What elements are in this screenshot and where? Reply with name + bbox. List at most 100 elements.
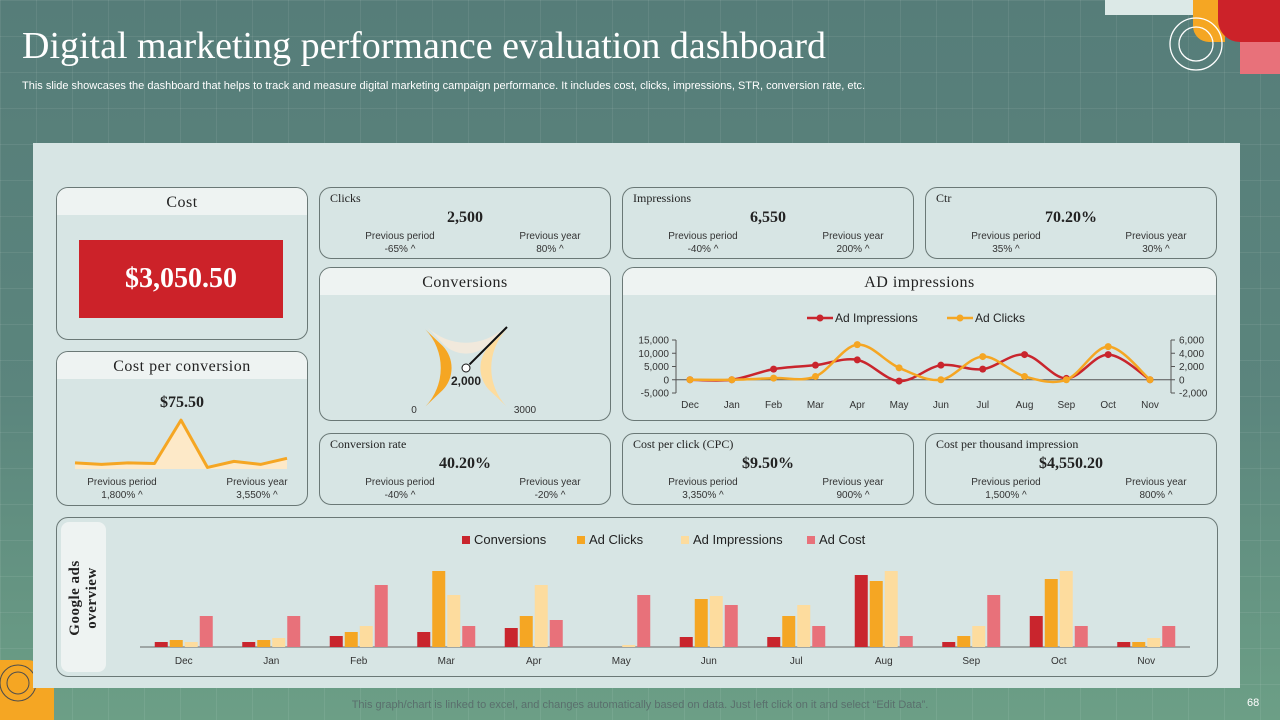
clicks-value: 2,500	[447, 209, 483, 226]
gauge-needle	[468, 326, 508, 366]
series-point	[811, 372, 819, 380]
x-tick-label: Dec	[681, 400, 699, 411]
google-ads-chart: Dec Jan Feb Mar Apr May Jun Jul Aug Sep Oct Nov Conv…	[140, 532, 1190, 667]
ctr-value: 70.20%	[1045, 209, 1097, 226]
x-tick-label: Jan	[724, 400, 740, 411]
bar-ad-impressions	[709, 596, 723, 647]
x-tick-label: Sep	[962, 656, 980, 667]
prev-period-value: 1,800% ^	[101, 490, 143, 501]
ctr-label: Ctr	[936, 191, 952, 205]
bar-conversions	[942, 642, 956, 647]
legend-swatch	[462, 536, 470, 544]
cpm-prev-year: Previous year 800% ^	[1101, 476, 1211, 502]
left-tick-label: 0	[663, 375, 669, 386]
bar-ad-impressions	[272, 638, 286, 647]
prev-year-label: Previous year	[226, 477, 288, 488]
series-point	[1104, 351, 1112, 359]
bar-ad-impressions	[184, 642, 198, 647]
corner-shape-pink	[1240, 42, 1280, 74]
x-tick-label: May	[612, 656, 631, 667]
prev-year-label: Previous year	[1125, 231, 1187, 242]
page-subtitle: This slide showcases the dashboard that …	[22, 80, 866, 92]
sparkline-area	[75, 420, 287, 469]
legend-swatch	[681, 536, 689, 544]
series-point	[811, 361, 819, 369]
x-tick-label: Mar	[438, 656, 456, 667]
conversion-rate-prev-year: Previous year -20% ^	[495, 476, 605, 502]
prev-year-value: 900% ^	[836, 490, 870, 501]
bar-conversions	[679, 637, 693, 647]
gauge-segment-mid	[427, 327, 505, 354]
cpm-value: $4,550.20	[1039, 455, 1103, 472]
legend-swatch-dot	[816, 314, 824, 322]
prev-year-value: 30% ^	[1142, 244, 1170, 255]
clicks-label: Clicks	[330, 191, 361, 205]
bar-ad-clicks	[519, 616, 533, 647]
prev-period-value: -65% ^	[384, 244, 416, 255]
bar-ad-cost	[549, 620, 563, 647]
series-point	[853, 341, 861, 349]
prev-year-value: 800% ^	[1139, 490, 1173, 501]
prev-period-value: -40% ^	[687, 244, 719, 255]
sparkline-line	[74, 418, 288, 469]
right-tick-label: 4,000	[1179, 349, 1204, 360]
gauge-max-label: 3000	[514, 405, 537, 416]
series-point	[979, 365, 987, 373]
series-point	[937, 376, 945, 384]
x-tick-label: Oct	[1051, 656, 1067, 667]
conversions-gauge: 2,000 0 3000	[411, 326, 537, 416]
bar-ad-clicks	[257, 640, 271, 647]
bar-ad-cost	[374, 585, 388, 647]
bar-conversions	[417, 632, 431, 647]
left-tick-label: -5,000	[641, 389, 670, 400]
prev-period-value: 1,500% ^	[985, 490, 1027, 501]
prev-year-label: Previous year	[1125, 477, 1187, 488]
bar-conversions	[854, 575, 868, 647]
bar-ad-clicks	[169, 640, 183, 647]
footer-note: This graph/chart is linked to excel, and…	[351, 699, 929, 711]
cpm-prev-period: Previous period 1,500% ^	[951, 476, 1061, 502]
prev-period-value: -40% ^	[384, 490, 416, 501]
bar-ad-impressions	[884, 571, 898, 647]
bar-conversions	[329, 636, 343, 647]
impressions-value: 6,550	[750, 209, 786, 226]
ad-impressions-title: AD impressions	[623, 268, 1216, 295]
conversion-rate-value: 40.20%	[439, 455, 491, 472]
prev-period-label: Previous period	[971, 231, 1041, 242]
prev-period-label: Previous period	[87, 477, 157, 488]
bar-ad-impressions	[622, 645, 636, 647]
cpc-card: Cost per click (CPC) $9.50% Previous per…	[622, 433, 914, 505]
cost-per-conversion-value: $75.50	[160, 394, 204, 411]
series-point	[770, 365, 778, 373]
conversions-title: Conversions	[320, 268, 610, 295]
bar-ad-clicks	[782, 616, 796, 647]
bar-conversions	[242, 642, 256, 647]
x-tick-label: Jun	[701, 656, 717, 667]
bar-ad-impressions	[359, 626, 373, 647]
bar-ad-cost	[1074, 626, 1088, 647]
prev-year-label: Previous year	[822, 231, 884, 242]
x-tick-label: Jun	[933, 400, 949, 411]
prev-year-value: -20% ^	[534, 490, 566, 501]
conversion-rate-card: Conversion rate 40.20% Previous period -…	[319, 433, 611, 505]
x-tick-label: Jul	[790, 656, 803, 667]
series-point	[1146, 376, 1154, 384]
bar-ad-cost	[899, 636, 913, 647]
prev-period-label: Previous period	[365, 231, 435, 242]
ad-impressions-card: AD impressions -5,000 0 5,000 10,000 15,000-…	[622, 267, 1217, 421]
bar-ad-impressions	[447, 595, 461, 647]
bar-ad-impressions	[534, 585, 548, 647]
legend-label: Ad Impressions	[693, 532, 783, 547]
x-tick-label: Oct	[1100, 400, 1116, 411]
x-tick-label: May	[890, 400, 909, 411]
prev-year-label: Previous year	[519, 231, 581, 242]
legend-swatch-dot	[956, 314, 964, 322]
x-tick-label: Mar	[807, 400, 825, 411]
legend-label: Ad Impressions	[835, 311, 918, 325]
series-point	[1021, 351, 1029, 359]
x-tick-label: Sep	[1057, 400, 1075, 411]
legend-label: Conversions	[474, 532, 547, 547]
legend-label: Ad Cost	[819, 532, 866, 547]
cpm-label: Cost per thousand impression	[936, 437, 1079, 451]
prev-year-value: 200% ^	[836, 244, 870, 255]
